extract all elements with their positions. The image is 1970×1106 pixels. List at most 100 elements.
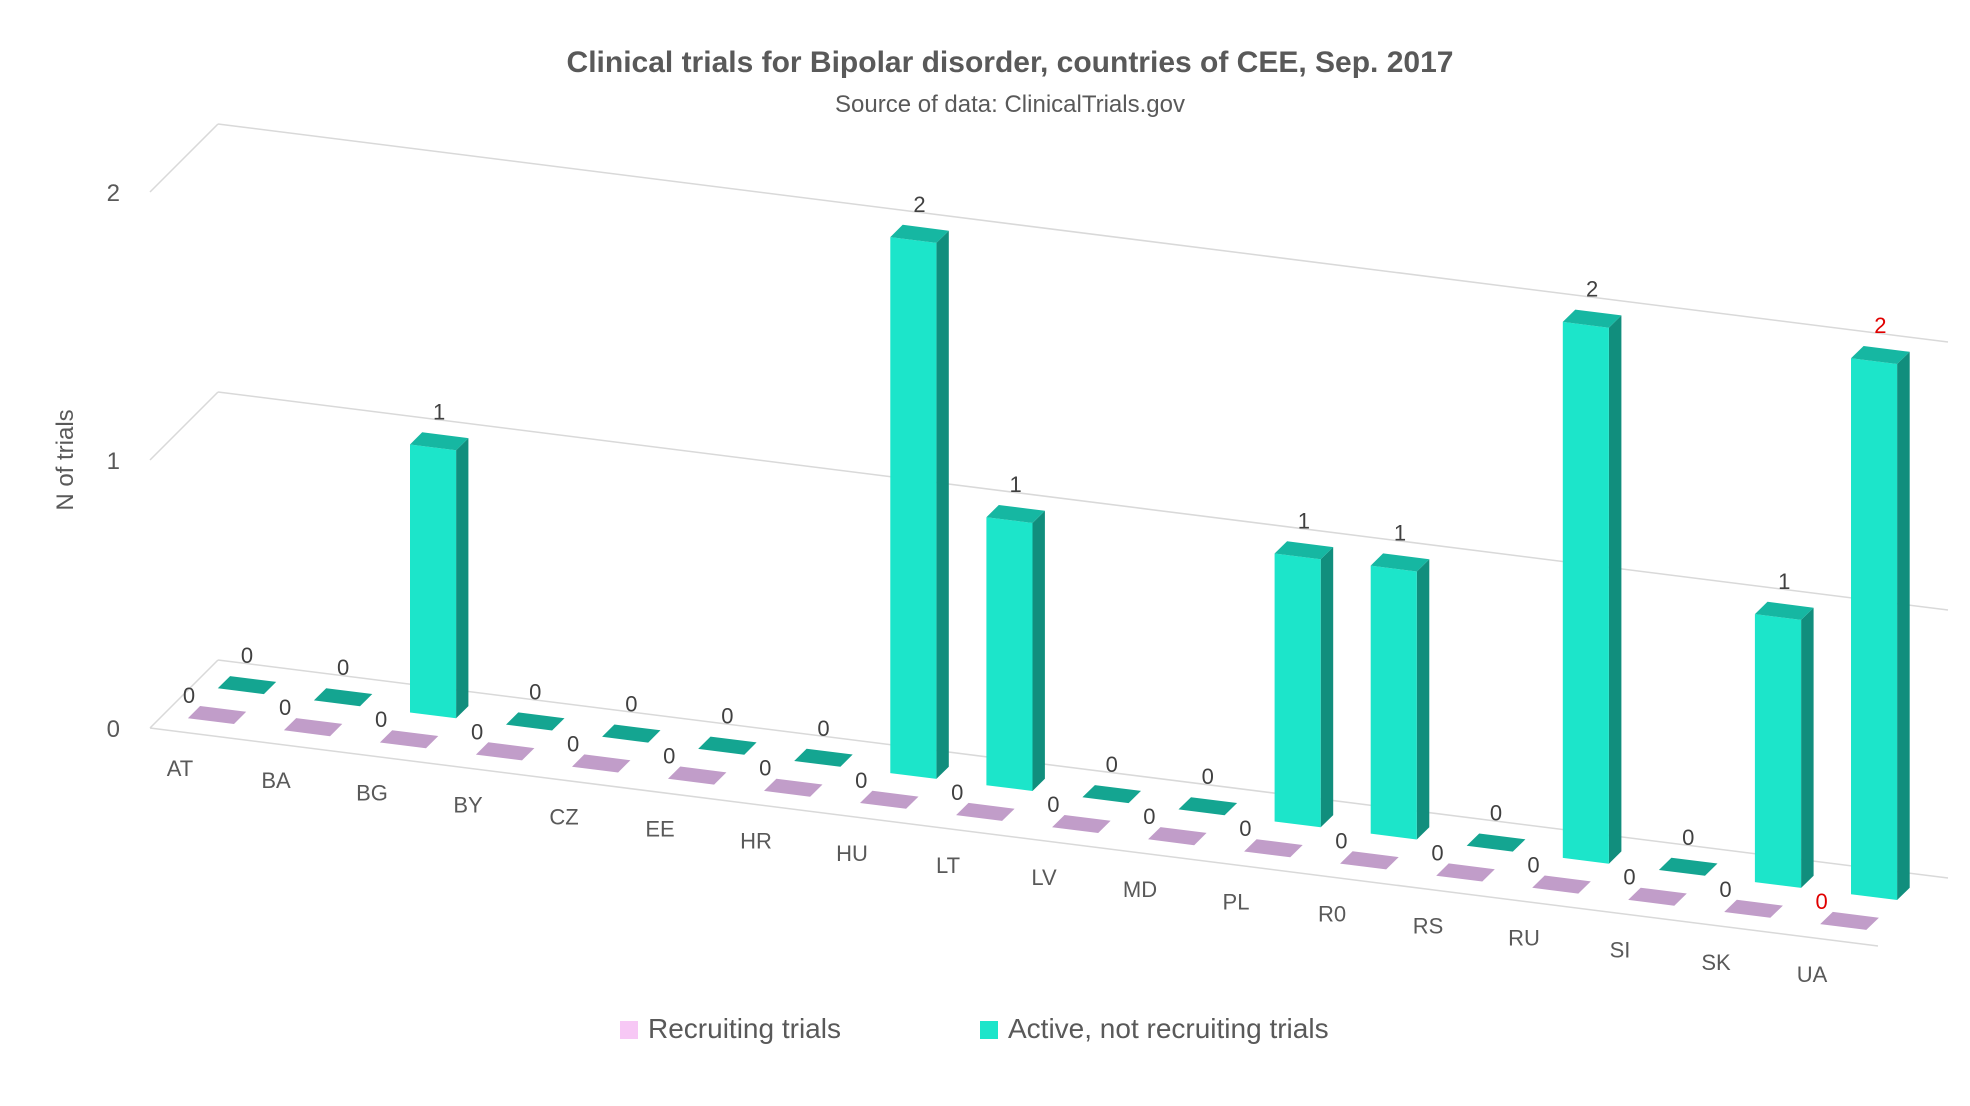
data-label-RS-s2: 0 — [1490, 801, 1502, 826]
bar-side — [1320, 547, 1334, 828]
data-label-SK-s1: 0 — [1719, 877, 1731, 902]
data-label-BY-s1: 0 — [471, 719, 483, 744]
data-label-BG-s1: 0 — [375, 707, 387, 732]
bar-top — [410, 432, 469, 451]
category-label-LV: LV — [1031, 865, 1057, 890]
category-label-EE: EE — [645, 817, 674, 842]
bar-front — [410, 444, 457, 719]
bar-PL-s2 — [1274, 541, 1334, 828]
bar-RS-s1 — [1436, 863, 1495, 882]
bar-top — [1082, 785, 1141, 804]
bar-top — [1274, 541, 1334, 560]
category-label-PL: PL — [1223, 889, 1250, 914]
bar-UA-s2 — [1851, 346, 1910, 900]
bar-BG-s1 — [379, 730, 439, 749]
bar-LV-s1 — [1052, 815, 1111, 833]
bar-top — [1532, 875, 1591, 894]
bar-LT-s1 — [956, 802, 1015, 821]
data-label-LT-s1: 0 — [951, 780, 963, 805]
bar-HR-s2 — [794, 748, 853, 767]
y-tick-label: 2 — [107, 180, 120, 207]
bar-LT-s2 — [986, 505, 1045, 791]
bar-SI-s1 — [1628, 887, 1687, 906]
bar-PL-s1 — [1244, 839, 1303, 858]
bar-side — [456, 438, 469, 719]
bar-AT-s2 — [217, 676, 277, 695]
bar-SK-s2 — [1754, 601, 1814, 888]
bar-CZ-s2 — [602, 724, 661, 743]
bar-side — [1801, 607, 1814, 888]
bar-MD-s1 — [1148, 827, 1207, 846]
data-label-RU-s2: 2 — [1586, 277, 1598, 302]
bar-top — [572, 754, 631, 773]
bar-front — [890, 237, 937, 779]
bar-top — [956, 802, 1015, 821]
legend-item-1: Recruiting trials — [620, 1013, 841, 1044]
bar-front — [1562, 321, 1609, 864]
bar-RU-s1 — [1532, 875, 1591, 894]
bar-top — [764, 778, 823, 797]
data-label-UA-s2: 2 — [1874, 313, 1886, 338]
bar-BY-s2 — [506, 712, 565, 731]
bar-top — [1370, 553, 1430, 572]
bar-side — [1897, 351, 1910, 900]
category-label-SK: SK — [1701, 950, 1731, 975]
bar-top — [1724, 899, 1783, 918]
bar-top — [313, 688, 373, 707]
y-tick-label: 0 — [107, 716, 120, 743]
bar-CZ-s1 — [572, 754, 631, 773]
data-label-HU-s2: 2 — [913, 192, 925, 217]
category-label-MD: MD — [1123, 877, 1157, 902]
bar-LV-s2 — [1082, 785, 1141, 804]
data-labels: 0 0 0 0 0 1 0 0 0 0 0 0 0 0 0 2 0 1 0 0 0 0 0 1 0 1 0 0 0 2 0 0 0 1 0 2 — [183, 192, 1887, 914]
data-label-BA-s1: 0 — [279, 695, 291, 720]
y-axis-title: N of trials — [52, 409, 79, 510]
category-label-BY: BY — [453, 792, 483, 817]
gridline-back — [217, 391, 1949, 611]
data-label-MD-s1: 0 — [1143, 804, 1155, 829]
bar-top — [217, 676, 277, 695]
gridlines — [149, 123, 1949, 947]
data-label-HR-s2: 0 — [817, 716, 829, 741]
category-label-R0: R0 — [1318, 901, 1346, 926]
gridline-side — [149, 391, 219, 461]
data-label-EE-s1: 0 — [663, 744, 675, 769]
bar-top — [379, 730, 439, 749]
bar-HU-s1 — [860, 790, 919, 809]
bar-front — [1851, 358, 1898, 900]
floor-front-edge — [149, 727, 1879, 947]
data-label-SI-s2: 0 — [1682, 825, 1694, 850]
category-label-BA: BA — [261, 768, 291, 793]
bar-top — [283, 718, 343, 737]
bar-top — [1851, 346, 1910, 364]
category-labels: AT BA BG BY CZ EE HR HU LT LV MD PL R0 RS RU SI SK UA — [167, 756, 1828, 987]
bar-top — [475, 742, 535, 761]
bar-EE-s1 — [668, 766, 727, 785]
category-label-RS: RS — [1413, 914, 1444, 939]
data-label-BG-s2: 1 — [433, 399, 445, 424]
category-label-HU: HU — [836, 841, 868, 866]
bar-front — [986, 517, 1033, 791]
bar-top — [602, 724, 661, 743]
bar-top — [1562, 309, 1622, 328]
data-label-LT-s2: 1 — [1010, 472, 1022, 497]
category-label-LT: LT — [936, 853, 960, 878]
bar-RU-s2 — [1562, 309, 1622, 864]
category-label-BG: BG — [356, 780, 388, 805]
bar-top — [187, 706, 247, 724]
data-label-PL-s2: 1 — [1298, 508, 1310, 533]
bar-side — [1608, 315, 1622, 864]
bar-SK-s1 — [1724, 899, 1783, 918]
y-tick-label: 1 — [107, 448, 120, 475]
chart-subtitle: Source of data: ClinicalTrials.gov — [835, 91, 1185, 118]
bar-side — [1032, 510, 1045, 791]
category-label-UA: UA — [1797, 962, 1828, 987]
bar-top — [1244, 839, 1303, 858]
bar-BA-s2 — [313, 688, 373, 707]
legend-label: Recruiting trials — [648, 1013, 841, 1044]
bar-EE-s2 — [698, 736, 757, 755]
category-label-RU: RU — [1508, 926, 1540, 951]
bar-top — [1436, 863, 1495, 882]
data-label-CZ-s1: 0 — [567, 731, 579, 756]
legend: Recruiting trials Active, not recruiting … — [620, 1013, 1329, 1044]
